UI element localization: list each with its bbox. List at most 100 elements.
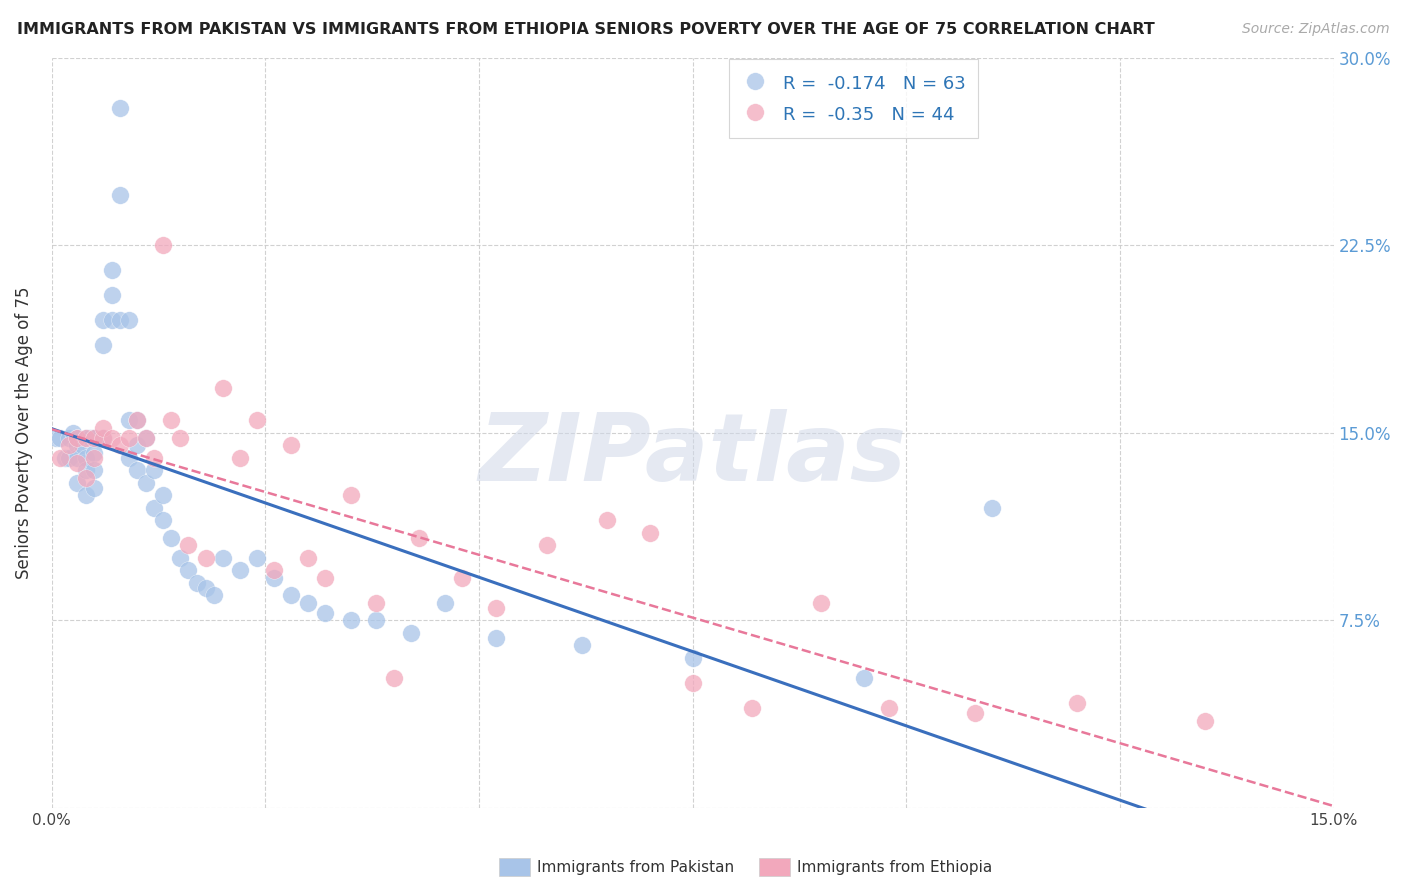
- Point: [297, 596, 319, 610]
- Point: [135, 475, 157, 490]
- Text: ZIPatlas: ZIPatlas: [478, 409, 907, 501]
- Point: [118, 450, 141, 465]
- Point: [66, 475, 89, 490]
- Point: [49, 450, 72, 465]
- Point: [246, 413, 269, 427]
- Point: [186, 576, 208, 591]
- Point: [536, 538, 558, 552]
- Point: [91, 313, 114, 327]
- Point: [682, 651, 704, 665]
- Point: [75, 471, 97, 485]
- Point: [143, 463, 166, 477]
- Point: [143, 450, 166, 465]
- Point: [91, 338, 114, 352]
- Point: [682, 676, 704, 690]
- Point: [79, 431, 101, 445]
- Point: [280, 438, 302, 452]
- Point: [75, 488, 97, 502]
- Point: [571, 639, 593, 653]
- Point: [100, 431, 122, 445]
- Text: Source: ZipAtlas.com: Source: ZipAtlas.com: [1241, 22, 1389, 37]
- Point: [451, 571, 474, 585]
- Point: [108, 101, 131, 115]
- Point: [118, 313, 141, 327]
- Point: [83, 431, 105, 445]
- Point: [638, 525, 661, 540]
- Point: [340, 614, 363, 628]
- Point: [169, 431, 191, 445]
- Point: [66, 438, 89, 452]
- Text: Immigrants from Pakistan: Immigrants from Pakistan: [537, 860, 734, 874]
- Point: [75, 431, 97, 445]
- Point: [382, 671, 405, 685]
- Point: [314, 606, 336, 620]
- Point: [1194, 714, 1216, 728]
- Point: [58, 438, 80, 452]
- Point: [75, 450, 97, 465]
- Point: [211, 550, 233, 565]
- Point: [399, 626, 422, 640]
- Point: [118, 413, 141, 427]
- Point: [66, 456, 89, 470]
- Point: [202, 589, 225, 603]
- Point: [66, 431, 89, 445]
- Point: [263, 571, 285, 585]
- Point: [229, 564, 252, 578]
- Point: [49, 431, 72, 445]
- Point: [83, 446, 105, 460]
- Point: [91, 421, 114, 435]
- Point: [108, 188, 131, 202]
- Point: [83, 481, 105, 495]
- Point: [83, 431, 105, 445]
- Point: [963, 706, 986, 720]
- Point: [127, 413, 149, 427]
- Point: [108, 438, 131, 452]
- Point: [53, 450, 76, 465]
- Point: [741, 701, 763, 715]
- Point: [118, 431, 141, 445]
- Point: [143, 500, 166, 515]
- Point: [91, 431, 114, 445]
- Point: [152, 513, 174, 527]
- Point: [91, 431, 114, 445]
- Point: [1066, 696, 1088, 710]
- Point: [135, 431, 157, 445]
- Point: [160, 413, 183, 427]
- Point: [58, 450, 80, 465]
- Point: [100, 263, 122, 277]
- Y-axis label: Seniors Poverty Over the Age of 75: Seniors Poverty Over the Age of 75: [15, 286, 32, 579]
- Point: [127, 438, 149, 452]
- Point: [100, 313, 122, 327]
- Point: [108, 313, 131, 327]
- Point: [194, 550, 217, 565]
- Point: [211, 381, 233, 395]
- Point: [127, 413, 149, 427]
- Point: [246, 550, 269, 565]
- Point: [408, 531, 430, 545]
- Point: [280, 589, 302, 603]
- Legend: R =  -0.174   N = 63, R =  -0.35   N = 44: R = -0.174 N = 63, R = -0.35 N = 44: [728, 59, 979, 137]
- Point: [45, 431, 67, 445]
- Point: [75, 463, 97, 477]
- Point: [177, 564, 200, 578]
- Point: [83, 450, 105, 465]
- Point: [485, 631, 508, 645]
- Point: [810, 596, 832, 610]
- Point: [263, 564, 285, 578]
- Text: Immigrants from Ethiopia: Immigrants from Ethiopia: [797, 860, 993, 874]
- Point: [314, 571, 336, 585]
- Point: [75, 431, 97, 445]
- Point: [152, 488, 174, 502]
- Point: [297, 550, 319, 565]
- Point: [135, 431, 157, 445]
- Point: [229, 450, 252, 465]
- Point: [127, 463, 149, 477]
- Point: [596, 513, 619, 527]
- Point: [160, 531, 183, 545]
- Point: [70, 438, 93, 452]
- Point: [877, 701, 900, 715]
- Point: [433, 596, 456, 610]
- Point: [152, 238, 174, 252]
- Point: [62, 425, 84, 440]
- Point: [485, 601, 508, 615]
